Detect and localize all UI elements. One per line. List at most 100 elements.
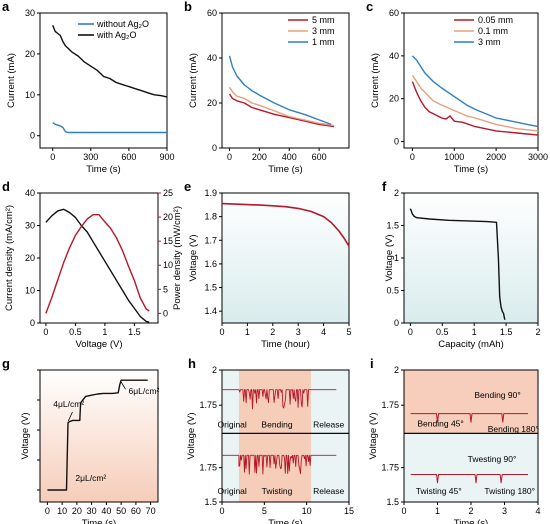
- x-tick-label: 3: [296, 327, 301, 337]
- region-label: Original: [218, 486, 247, 496]
- x-tick-label: 0: [227, 152, 232, 162]
- x-tick-label: 1.5: [128, 327, 141, 337]
- x-tick-label: 1.5: [500, 327, 513, 337]
- y-axis-label: Voltage (V): [20, 413, 31, 460]
- y-tick-label: 1.6: [204, 259, 217, 269]
- y-tick-label: 0: [30, 131, 35, 141]
- x-tick-label: 2000: [486, 152, 506, 162]
- x-tick-label: 0: [50, 152, 55, 162]
- axes-frame: [39, 12, 168, 149]
- plot-background-bottom: [404, 433, 538, 502]
- region-label: Bending 45°: [417, 418, 463, 428]
- y2-tick-label: 0: [163, 308, 168, 318]
- series-line: [411, 55, 539, 128]
- y-axis-label: Voltage (V): [188, 235, 199, 282]
- y-tick-label: 1.75: [381, 463, 399, 473]
- y-tick-label: 1.8: [204, 212, 217, 222]
- chart-f: 0 0.5 1 1.5 2 0 0.5 1 1.5 2 Capacity (mAh) Voltage …: [382, 179, 541, 350]
- x-tick-label: 40: [101, 506, 111, 516]
- chart-i: 0 1 2 3 4 1.75 2 1.5 1.75 Time (s) Voltage (V) i Ben…: [368, 356, 541, 524]
- region-label: Original: [218, 419, 247, 429]
- chart-h: 0 5 10 15 1.75 2 1.5 1.75 Time (s) Voltage (V) h Or…: [186, 356, 354, 524]
- y-tick-label: 60: [389, 8, 399, 18]
- y2-tick-label: 10: [163, 260, 173, 270]
- chart-c: 0 1000 2000 3000 0 20 40 60 Time (s) Current (mA)…: [366, 0, 548, 175]
- y-tick-label: 1.75: [381, 400, 399, 410]
- x-tick-label: 3000: [528, 152, 548, 162]
- y-axis-label: Voltage (V): [186, 413, 197, 460]
- y-tick-label: 30: [25, 8, 35, 18]
- region-label: Bending 90°: [474, 390, 520, 400]
- legend-label: 3 mm: [312, 26, 335, 36]
- series-line: [222, 454, 337, 475]
- x-tick-label: 4: [535, 506, 540, 516]
- x-tick-label: 5: [346, 327, 351, 337]
- x-axis-label: Time (s): [454, 164, 488, 175]
- panel-letter: f: [382, 179, 387, 194]
- x-tick-label: 10: [302, 506, 312, 516]
- panel-letter: e: [184, 179, 191, 194]
- region-label: Release: [313, 486, 344, 496]
- x-tick-label: 200: [252, 152, 267, 162]
- y-axis-label: Voltage (V): [368, 413, 379, 460]
- y-tick-label: 40: [389, 51, 399, 61]
- x-tick-label: 1000: [444, 152, 464, 162]
- x-tick-label: 1: [435, 506, 440, 516]
- x-axis-label: Time (hour): [261, 339, 310, 350]
- y-tick-label: 1.4: [204, 306, 217, 316]
- x-axis-label: Capacity (mAh): [438, 339, 503, 350]
- y2-tick-label: 15: [163, 236, 173, 246]
- annotation: 4μL/cm²: [53, 399, 84, 409]
- x-tick-label: 1: [245, 327, 250, 337]
- legend-label: 5 mm: [312, 15, 335, 25]
- x-tick-label: 0: [219, 327, 224, 337]
- y-tick-label: 20: [25, 49, 35, 59]
- series-line: [52, 25, 168, 98]
- y-tick-label: 20: [25, 253, 35, 263]
- axes-frame: [403, 12, 539, 149]
- x-tick-label: 1: [472, 327, 477, 337]
- x-tick-label: 0: [410, 152, 415, 162]
- chart-d: 0 0.5 1 1.5 0 10 20 30 40 Voltage (V) Current dens…: [2, 179, 183, 350]
- y-tick-label: 20: [389, 94, 399, 104]
- x-axis-label: Voltage (V): [76, 339, 123, 350]
- y-tick-label: 1.9: [204, 188, 217, 198]
- y-tick-label: 20: [207, 98, 217, 108]
- panel-letter: d: [2, 179, 10, 194]
- series-line: [228, 93, 335, 128]
- series-line: [228, 55, 332, 126]
- axes-frame: [39, 369, 159, 503]
- region-label: Twesting 90°: [468, 454, 517, 464]
- x-tick-label: 50: [116, 506, 126, 516]
- plot-background: [40, 370, 158, 502]
- x-tick-label: 70: [146, 506, 156, 516]
- y-tick-label: 0.5: [386, 286, 399, 296]
- series-line: [222, 389, 337, 410]
- legend-label: with Ag₂O: [96, 30, 137, 40]
- series-line: [47, 379, 148, 491]
- panel-letter: a: [2, 0, 10, 14]
- y-axis-label: Current (mA): [6, 53, 17, 108]
- panel-letter: b: [184, 0, 192, 14]
- y2-axis-label: Power density (mW/cm²): [172, 206, 183, 310]
- series-line: [411, 74, 539, 132]
- chart-g: 0 10 20 30 40 50 60 70 Time (s) Voltage (V) g 2μL/c…: [2, 356, 160, 524]
- axes-frame: [221, 12, 350, 149]
- series-line: [45, 208, 150, 323]
- legend-label: 0.1 mm: [478, 26, 508, 36]
- x-tick-label: 3: [502, 506, 507, 516]
- x-tick-label: 600: [121, 152, 136, 162]
- x-tick-label: 0: [401, 506, 406, 516]
- x-tick-label: 4: [321, 327, 326, 337]
- chart-b: 0 200 400 600 0 20 40 60 Time (s) Current (mA) b 5 …: [184, 0, 350, 175]
- x-tick-label: 60: [131, 506, 141, 516]
- y-tick-label: 30: [25, 221, 35, 231]
- x-tick-label: 0: [219, 506, 224, 516]
- x-tick-label: 0: [45, 506, 50, 516]
- y-tick-label: 10: [25, 90, 35, 100]
- axes-frame: [39, 192, 159, 324]
- plot-background: [404, 193, 538, 323]
- legend-label: 3 mm: [478, 37, 501, 47]
- y-tick-label: 2: [394, 188, 399, 198]
